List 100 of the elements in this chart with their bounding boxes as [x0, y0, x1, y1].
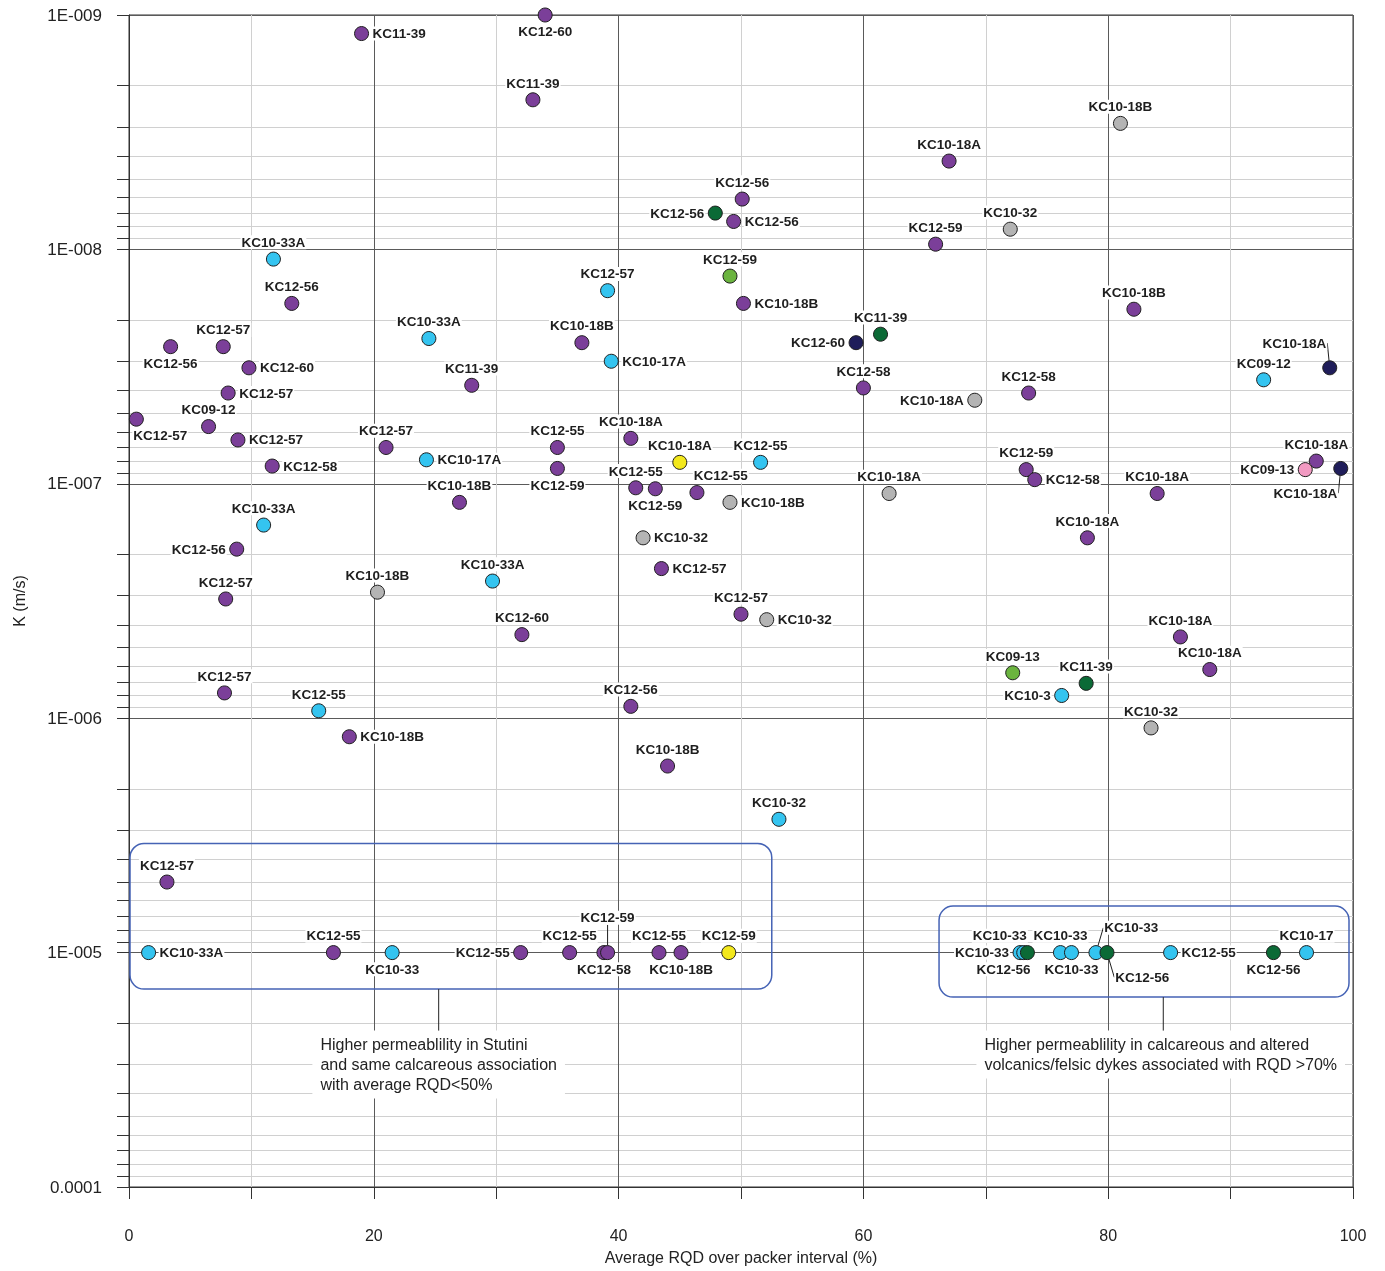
point	[1299, 945, 1314, 961]
point	[369, 584, 385, 600]
point	[1054, 687, 1070, 703]
point	[549, 460, 565, 476]
data-label: KC12-56	[744, 213, 800, 229]
data-label: KC12-58	[576, 961, 632, 977]
point	[562, 945, 578, 961]
data-label: KC10-33A	[159, 945, 224, 961]
data-label: KC10-32	[983, 204, 1038, 220]
data-label: KC12-60	[518, 24, 573, 40]
data-label: KC12-57	[713, 589, 769, 605]
data-label: KC10-33	[1104, 920, 1159, 936]
point	[354, 26, 370, 42]
data-label: KC10-33A	[460, 556, 525, 572]
data-label: KC09-13	[985, 648, 1041, 664]
annotation: Higher permeablility in Stutini and same calcareous association with average RQD<50%	[319, 1036, 557, 1094]
point	[672, 454, 688, 470]
point	[735, 295, 751, 311]
point	[1143, 720, 1159, 736]
data-label: KC12-57	[672, 561, 727, 577]
point	[928, 236, 944, 252]
data-label: KC12-59	[702, 251, 757, 267]
data-label: KC11-39	[372, 26, 426, 42]
y-tick-label: 1E-008	[47, 239, 102, 259]
point	[537, 7, 553, 23]
data-label: KC12-55	[542, 928, 598, 944]
data-label: KC10-32	[751, 795, 806, 811]
data-label: KC10-18B	[754, 295, 819, 311]
data-label: KC12-57	[248, 432, 303, 448]
data-label: KC09-12	[181, 402, 236, 418]
data-label: KC12-60	[259, 360, 314, 376]
data-label: KC12-55	[693, 468, 749, 484]
x-tick-label: 20	[364, 1226, 383, 1244]
data-label: KC12-59	[628, 498, 683, 514]
data-label: KC12-58	[836, 363, 891, 379]
point	[1005, 665, 1021, 681]
point	[600, 945, 616, 961]
point	[1256, 372, 1272, 388]
data-label: KC10-3	[1004, 687, 1052, 703]
data-label: KC12-57	[133, 428, 188, 444]
point	[759, 612, 775, 628]
data-label: KC09-13	[1240, 462, 1295, 478]
point	[216, 685, 232, 701]
data-label: KC10-33A	[241, 234, 306, 250]
data-label: KC10-18A	[900, 392, 965, 408]
point	[734, 191, 750, 207]
data-label: KC11-39	[1059, 659, 1113, 675]
point	[1163, 945, 1179, 961]
data-label: KC12-59	[580, 910, 635, 926]
data-label: KC10-17A	[437, 452, 502, 468]
point	[218, 591, 234, 607]
data-label: KC12-55	[530, 423, 585, 439]
data-label: KC12-60	[494, 610, 549, 626]
point	[128, 411, 144, 427]
point	[201, 419, 217, 435]
data-label: KC12-55	[306, 928, 361, 944]
x-tick-label: 0	[124, 1226, 134, 1244]
data-label: KC10-33	[1033, 928, 1088, 944]
data-label: KC10-33A	[231, 500, 296, 516]
data-label: KC12-56	[264, 279, 320, 295]
point	[647, 481, 663, 497]
point	[722, 268, 738, 284]
data-label: KC11-39	[506, 75, 560, 91]
data-label: KC10-18A	[857, 469, 922, 485]
point	[1149, 486, 1165, 501]
point	[264, 458, 280, 474]
point	[525, 92, 541, 108]
data-label: KC12-55	[291, 686, 347, 702]
data-label: KC12-56	[143, 355, 199, 371]
point	[514, 627, 530, 643]
data-label: KC10-32	[777, 612, 832, 628]
y-tick-label: 1E-006	[47, 708, 102, 728]
point	[941, 153, 957, 169]
point	[284, 295, 300, 311]
point	[241, 360, 257, 376]
data-label: KC10-18B	[635, 741, 700, 757]
data-label: KC10-32	[654, 530, 709, 546]
y-tick-label: 1E-009	[47, 5, 102, 25]
data-label: KC10-18B	[549, 318, 615, 334]
data-label: KC10-32	[1124, 703, 1179, 719]
data-label: KC10-18A	[1284, 436, 1349, 452]
data-label: KC12-57	[359, 423, 414, 439]
data-label: KC12-58	[1001, 368, 1057, 384]
data-label: KC10-18A	[647, 438, 712, 454]
data-label: KC10-18B	[1102, 284, 1167, 300]
point	[574, 335, 590, 351]
data-label: KC10-18A	[598, 414, 663, 430]
point	[603, 353, 619, 369]
point	[451, 494, 467, 510]
data-label: KC10-33	[955, 945, 1010, 961]
point	[753, 454, 769, 470]
point	[1126, 301, 1142, 317]
data-label: KC12-57	[196, 322, 251, 338]
data-label: KC10-18A	[1125, 469, 1190, 485]
data-label: KC12-59	[908, 219, 963, 235]
data-label: KC12-56	[976, 961, 1031, 977]
point	[220, 385, 236, 401]
x-tick-label: 80	[1099, 1226, 1118, 1244]
data-label: KC12-60	[791, 335, 846, 351]
point	[1308, 453, 1324, 469]
